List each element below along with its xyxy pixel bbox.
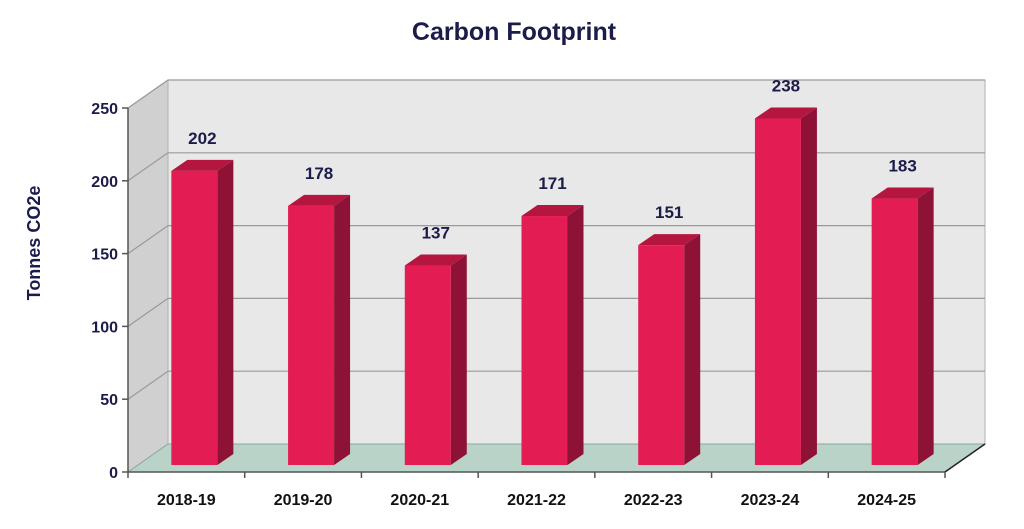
chart-title: Carbon Footprint: [412, 18, 617, 46]
data-label: 137: [422, 224, 450, 243]
bar: [638, 234, 701, 465]
bar-side: [567, 205, 584, 466]
data-label: 151: [655, 203, 683, 222]
gridline-side: [127, 370, 169, 400]
bar-front: [638, 245, 685, 465]
bar: [521, 205, 584, 466]
y-tick-label: 100: [91, 319, 118, 336]
bar-front: [754, 118, 801, 466]
y-tick-label: 250: [91, 101, 118, 118]
gridline-side: [127, 79, 169, 109]
plot-area: 0 50 100 150 200 250 202 2018-19 178 2019-20 137 20…: [91, 76, 987, 509]
bar: [404, 254, 467, 465]
gridline-side: [127, 152, 169, 182]
bar-side: [917, 187, 934, 465]
bar-top: [171, 159, 234, 171]
side-wall: [127, 79, 169, 473]
gridline-side: [127, 225, 169, 255]
bar-side: [684, 234, 701, 465]
bar: [871, 187, 934, 465]
y-tick-label: 0: [109, 465, 118, 482]
bar-top: [404, 254, 467, 266]
data-label: 183: [888, 157, 916, 176]
floor-edge: [944, 443, 986, 473]
bar-top: [288, 194, 351, 206]
bar: [171, 159, 234, 465]
x-tick-label: 2024-25: [857, 492, 916, 509]
x-tick-label: 2021-22: [507, 492, 566, 509]
x-tick-label: 2022-23: [624, 492, 683, 509]
bar: [754, 107, 817, 466]
data-label: 171: [538, 174, 566, 193]
bar-top: [638, 234, 701, 246]
bar-top: [754, 107, 817, 119]
bar-front: [521, 216, 568, 465]
bar-side: [800, 107, 817, 466]
bar-front: [404, 265, 451, 465]
gridline-side: [127, 297, 169, 327]
bar-side: [334, 194, 351, 465]
data-label: 178: [305, 164, 333, 183]
y-tick-label: 200: [91, 174, 118, 191]
data-label: 238: [772, 76, 800, 95]
bar-side: [217, 159, 234, 465]
bar: [288, 194, 351, 465]
y-axis-label: Tonnes CO2e: [24, 186, 44, 301]
x-tick-label: 2020-21: [390, 492, 449, 509]
bar-front: [171, 170, 218, 465]
x-tick-label: 2018-19: [157, 492, 216, 509]
x-tick-label: 2019-20: [274, 492, 333, 509]
bar-front: [871, 198, 918, 465]
x-tick-label: 2023-24: [741, 492, 800, 509]
bar-front: [288, 205, 335, 465]
bar-top: [521, 205, 584, 217]
y-tick-label: 50: [100, 392, 118, 409]
data-label: 202: [188, 129, 216, 148]
bar-side: [450, 254, 467, 465]
y-tick-label: 150: [91, 247, 118, 264]
bar-top: [871, 187, 934, 199]
